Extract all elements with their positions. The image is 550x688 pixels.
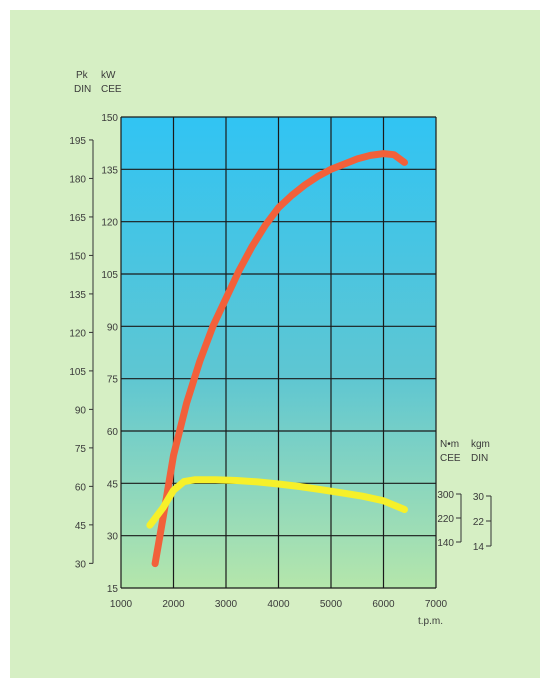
kw-tick-label: 15 (107, 584, 119, 595)
pk-tick-label: 195 (69, 136, 86, 147)
cee-header-label: CEE (101, 84, 122, 95)
pk-tick-label: 75 (75, 444, 87, 455)
pk-tick-label: 30 (75, 559, 87, 570)
kw-tick-label: 30 (107, 532, 119, 543)
power-torque-chart: 15 30 45 60 75 90 105 120 135 150 30 45 60 75 90 105 120… (69, 70, 492, 627)
kw-tick-label: 135 (101, 165, 118, 176)
kw-tick-label: 75 (107, 375, 119, 386)
kgm-header-label: kgm (471, 439, 490, 450)
pk-tick-label: 45 (75, 521, 87, 532)
kw-tick-label: 90 (107, 322, 119, 333)
left-axes: 15 30 45 60 75 90 105 120 135 150 30 45 60 75 90 105 120… (69, 113, 118, 595)
pk-tick-label: 165 (69, 213, 86, 224)
kw-tick-label: 150 (101, 113, 118, 124)
pk-tick-label: 60 (75, 482, 87, 493)
x-axis: 1000 2000 3000 4000 5000 6000 7000 (110, 599, 448, 610)
nm-tick-label: 220 (437, 514, 454, 525)
kw-tick-label: 120 (101, 218, 118, 229)
pk-tick-label: 90 (75, 405, 87, 416)
power-curve (151, 150, 408, 568)
kgm-tick-label: 30 (473, 492, 485, 503)
pk-header-label: Pk (76, 70, 89, 81)
x-tick-label: 5000 (320, 599, 343, 610)
right-axes: 300 220 140 30 22 14 (437, 490, 492, 553)
x-axis-title: t.p.m. (418, 616, 443, 627)
cee-torque-header-label: CEE (440, 453, 461, 464)
x-tick-label: 6000 (372, 599, 395, 610)
nm-tick-label: 300 (437, 490, 454, 501)
pk-tick-label: 135 (69, 290, 86, 301)
kw-tick-label: 105 (101, 270, 118, 281)
din-header-label: DIN (74, 84, 91, 95)
kw-tick-label: 60 (107, 427, 119, 438)
x-tick-label: 1000 (110, 599, 133, 610)
kgm-tick-label: 22 (473, 517, 485, 528)
din-torque-header-label: DIN (471, 453, 488, 464)
kw-header-label: kW (101, 70, 116, 81)
curves (146, 150, 408, 568)
x-tick-label: 3000 (215, 599, 238, 610)
x-tick-label: 7000 (425, 599, 448, 610)
nm-header-label: N•m (440, 439, 459, 450)
pk-tick-label: 105 (69, 367, 86, 378)
x-tick-label: 2000 (162, 599, 185, 610)
pk-tick-label: 180 (69, 174, 86, 185)
pk-tick-label: 150 (69, 251, 86, 262)
kw-tick-label: 45 (107, 479, 119, 490)
x-tick-label: 4000 (267, 599, 290, 610)
pk-tick-label: 120 (69, 328, 86, 339)
chart-figure: 15 30 45 60 75 90 105 120 135 150 30 45 60 75 90 105 120… (10, 10, 540, 678)
torque-curve (146, 476, 408, 529)
kgm-tick-label: 14 (473, 542, 485, 553)
nm-tick-label: 140 (437, 538, 454, 549)
